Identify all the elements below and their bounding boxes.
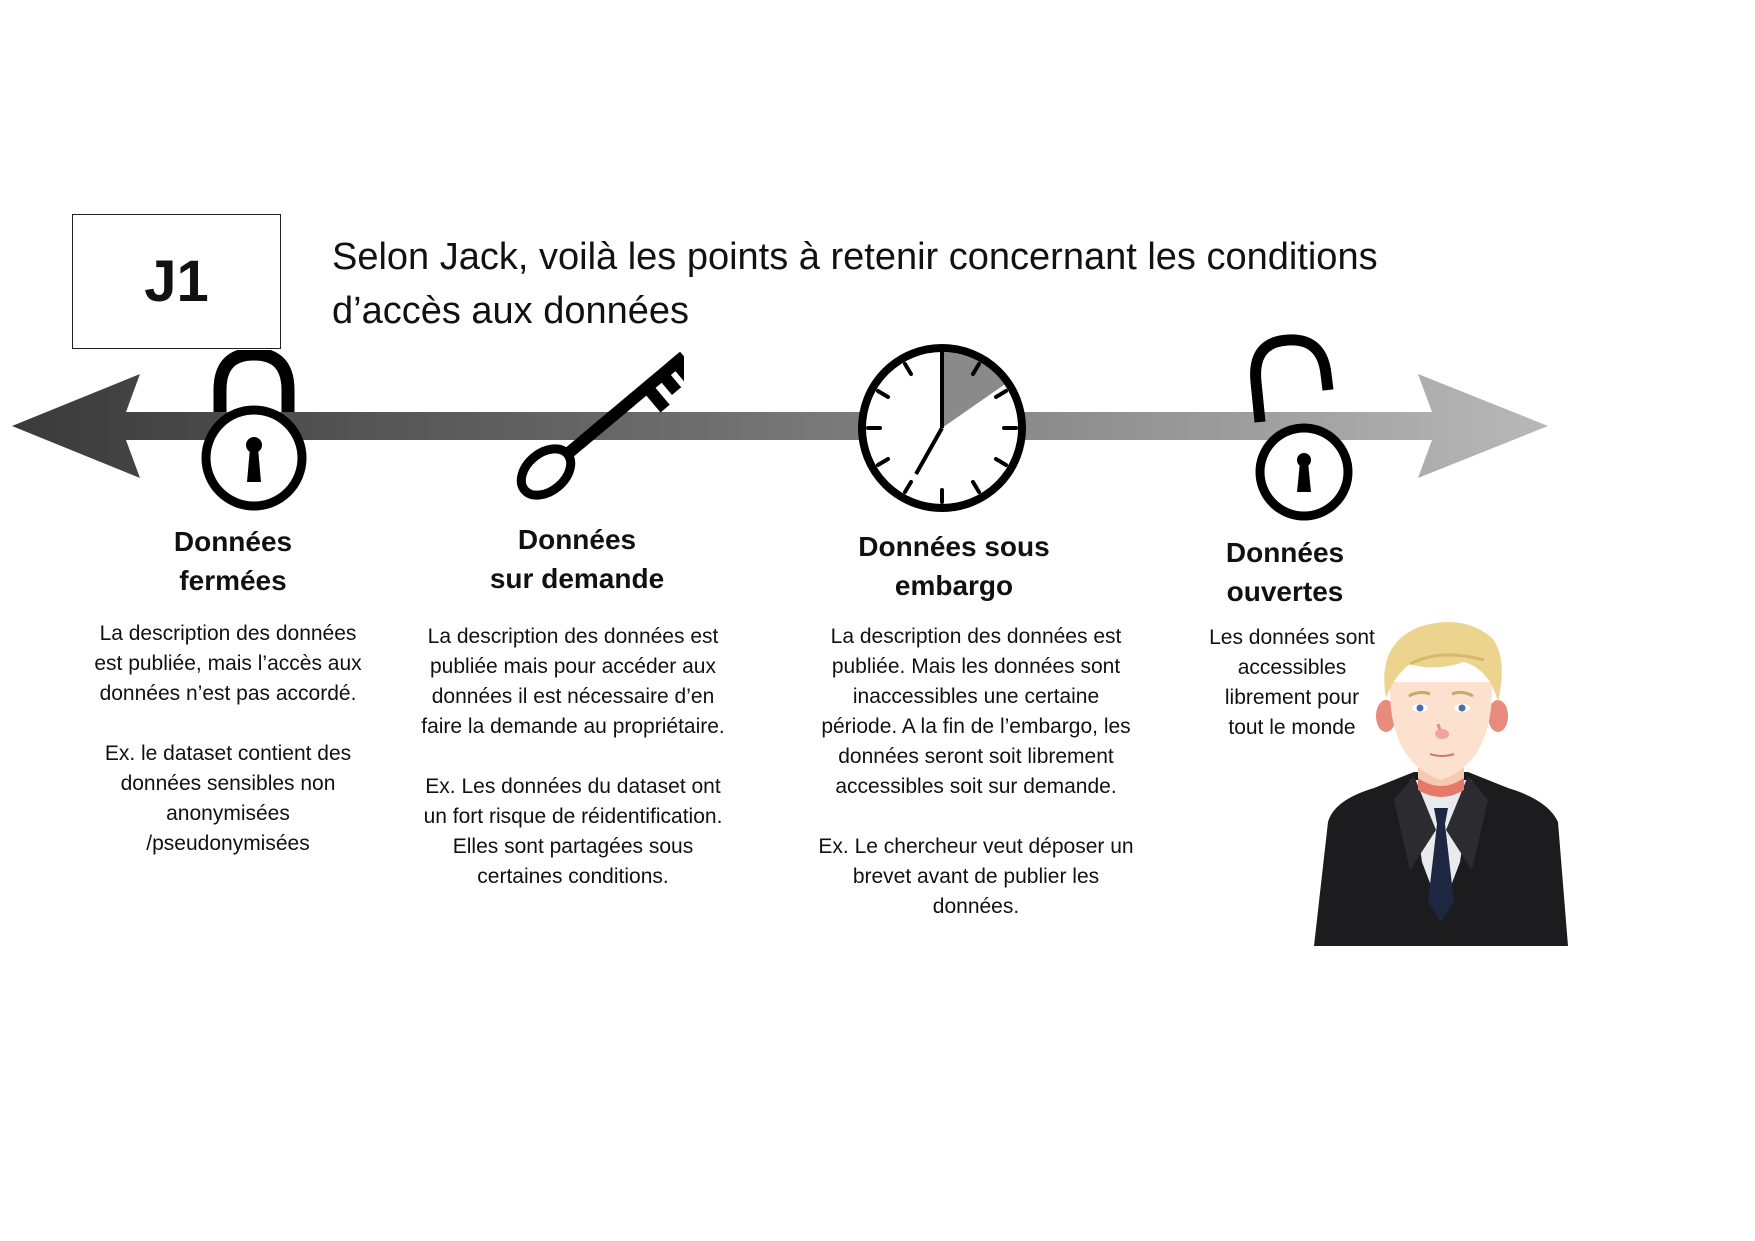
- page-title: Selon Jack, voilà les points à retenir c…: [332, 230, 1482, 338]
- key-icon: [516, 351, 684, 500]
- step-badge-label: J1: [144, 249, 209, 314]
- page-title-line-1: Selon Jack, voilà les points à retenir c…: [332, 236, 1378, 278]
- page-title-line-2: d’accès aux données: [332, 290, 690, 332]
- category-description-on-demand: La description des données est publiée m…: [421, 625, 725, 888]
- category-title-line-2: ouvertes: [1226, 576, 1344, 607]
- category-title-line-1: Données: [173, 526, 293, 557]
- category-description-closed: La description des données est publiée, …: [94, 622, 362, 855]
- category-title-on-demand: Données sur demande: [442, 520, 712, 598]
- closed-padlock-icon: [201, 350, 307, 511]
- category-title-line-1: Données sous: [858, 531, 1050, 562]
- category-title-open: Données ouvertes: [1185, 533, 1385, 611]
- timeline-arrow: [12, 374, 1548, 478]
- category-title-line-2: sur demande: [489, 563, 665, 594]
- step-badge: J1: [72, 214, 281, 349]
- category-title-line-1: Données: [1225, 537, 1345, 568]
- category-title-line-1: Données: [517, 524, 637, 555]
- clock-ticks: [866, 352, 1018, 504]
- category-title-line-2: embargo: [894, 570, 1014, 601]
- category-title-line-2: fermées: [179, 565, 287, 596]
- clock-icon: [858, 344, 1026, 512]
- arrow-shape: [12, 374, 1548, 478]
- jack-avatar: [1314, 622, 1568, 946]
- category-title-embargo: Données sous embargo: [834, 527, 1074, 605]
- open-padlock-icon: [1250, 334, 1353, 521]
- category-title-closed: Données fermées: [118, 522, 348, 600]
- category-description-open: Les données sont accessibles librement p…: [1209, 626, 1375, 739]
- category-description-embargo: La description des données est publiée. …: [818, 625, 1134, 918]
